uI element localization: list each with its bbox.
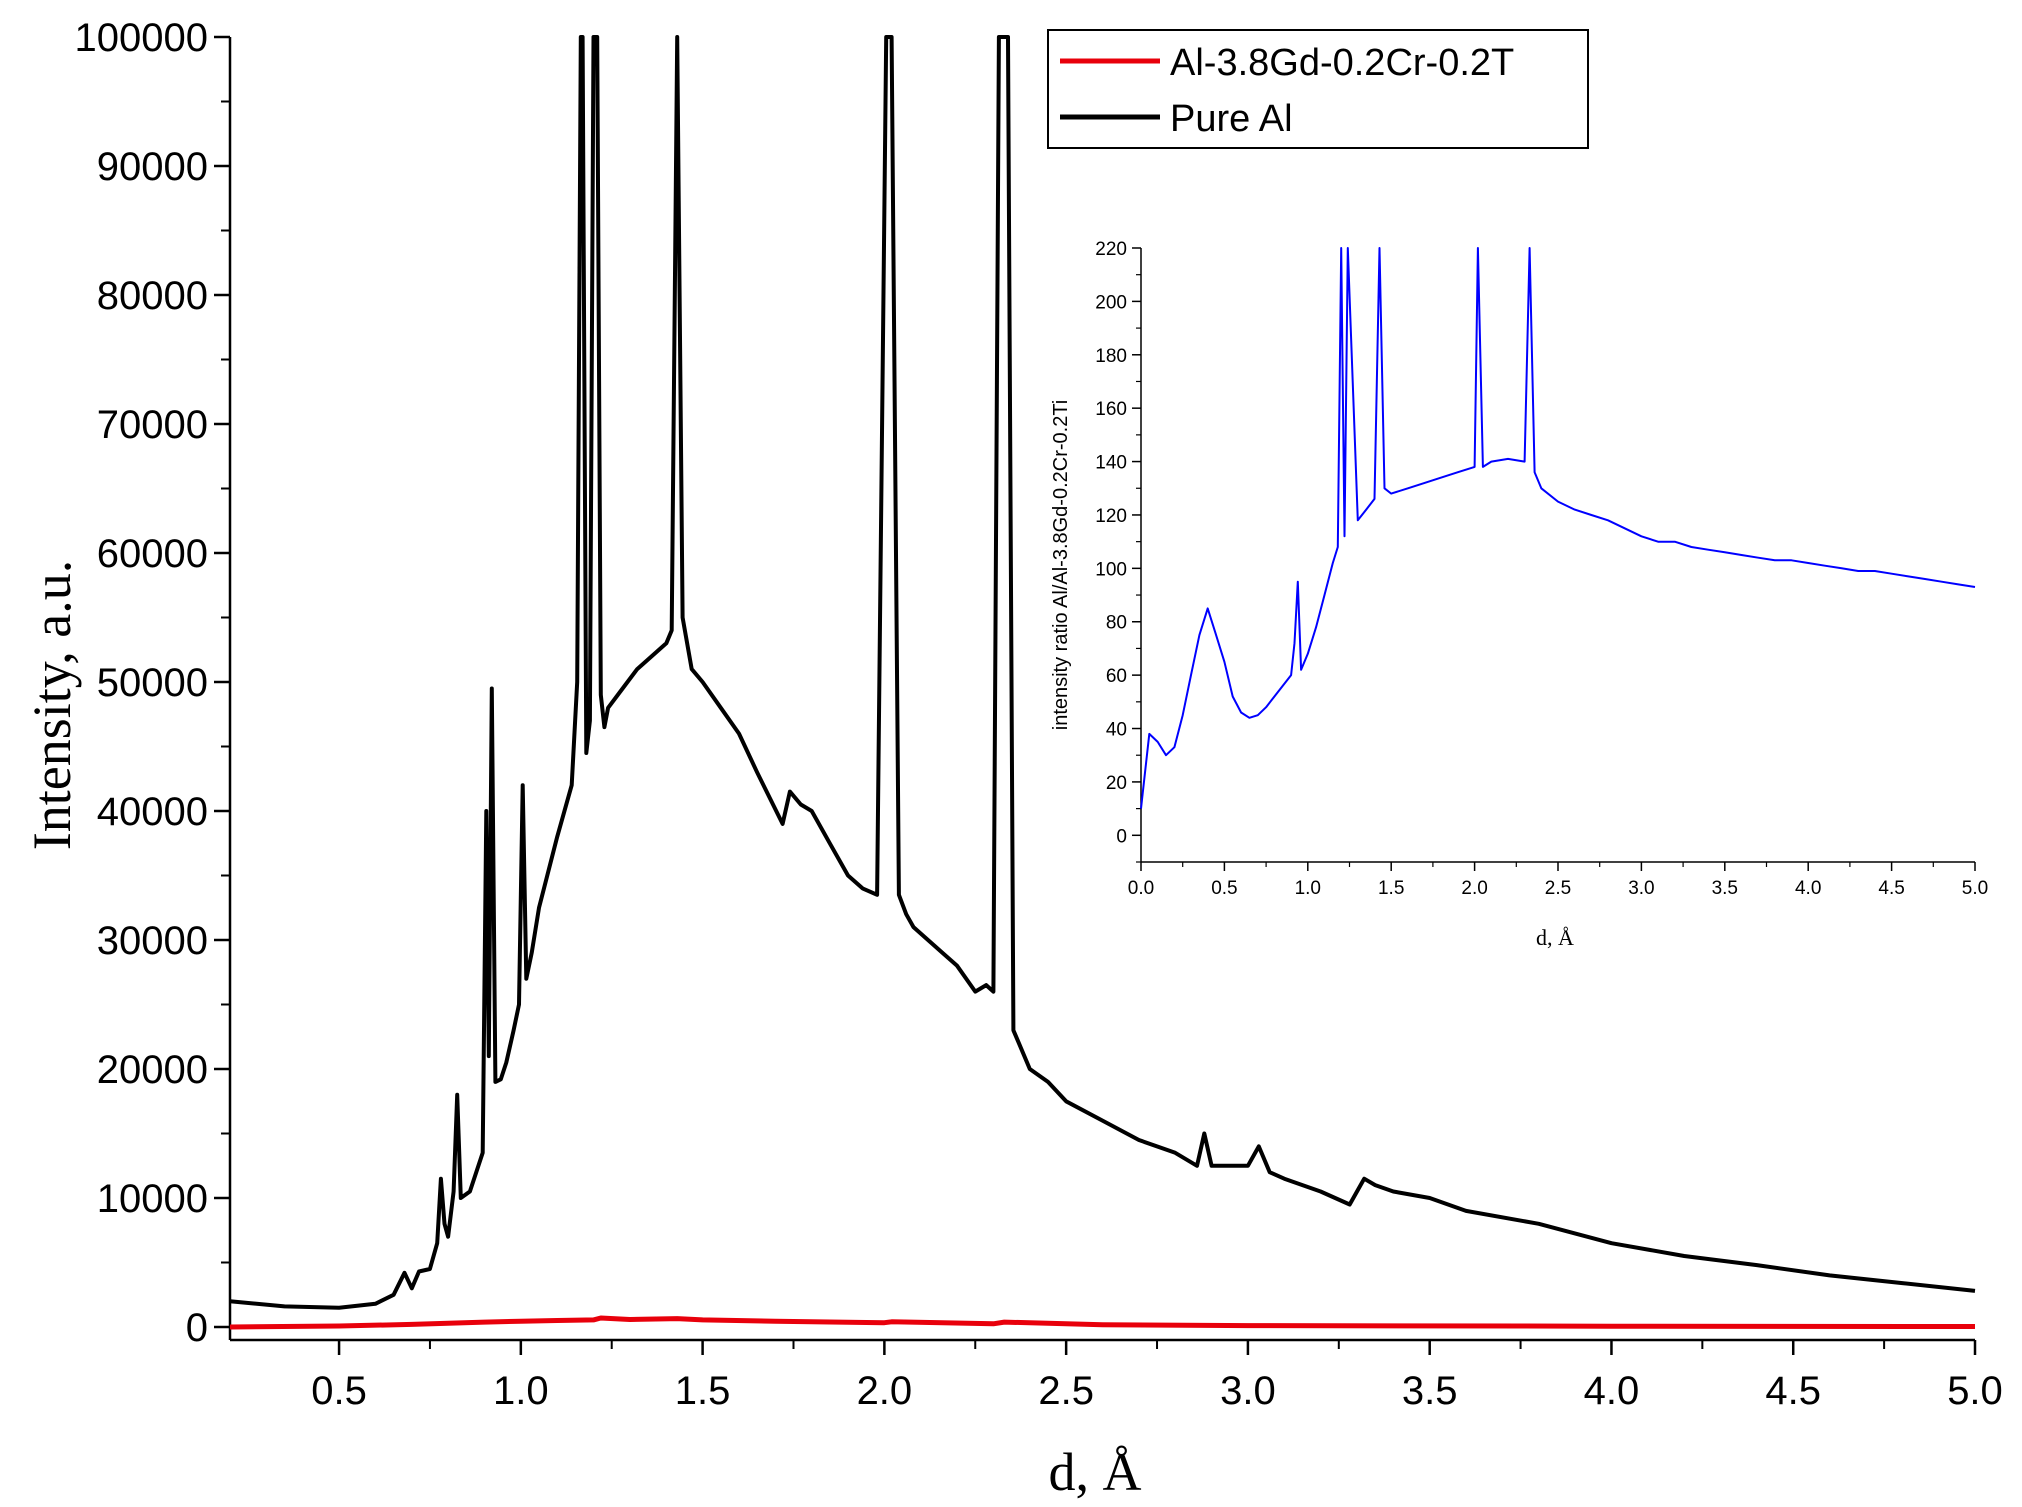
inset-x-tick-label: 5.0 — [1962, 878, 1988, 899]
series-line-pure-al — [229, 35, 1976, 1310]
x-tick-label: 3.5 — [1402, 1369, 1458, 1413]
y-ticks: 0 10000 20000 30000 40000 50000 60000 70000 8000… — [75, 16, 230, 1350]
main-plot: 0.5 1.0 1.5 2.0 2.5 3.0 3.5 4.0 4.5 5.0 010000200… — [22, 16, 2003, 1502]
inset-y-tick-label: 0 — [1116, 826, 1127, 847]
inset-y-ticks: 0 20 40 60 80 100 120 140 160 180 200 220 — [1095, 239, 1141, 863]
legend-label-pure-al: Pure Al — [1170, 98, 1293, 140]
y-tick-label: 70000 — [97, 403, 208, 447]
inset-y-tick-label: 60 — [1106, 666, 1127, 687]
x-tick-label: 1.5 — [675, 1369, 731, 1413]
series-line-alloy — [229, 1315, 1976, 1330]
inset-y-tick-label: 100 — [1095, 559, 1127, 580]
y-tick-label: 40000 — [97, 790, 208, 834]
inset-x-ticks: 0.0 0.5 1.0 1.5 2.0 2.5 3.0 3.5 4.0 4.5 5.0 — [1128, 862, 1988, 899]
y-tick-label: 30000 — [97, 919, 208, 963]
series-group — [229, 35, 1976, 1330]
inset-x-tick-label: 0.0 — [1128, 878, 1154, 899]
legend: Al-3.8Gd-0.2Cr-0.2T Pure Al — [1047, 29, 1589, 149]
y-axis-title: Intensity, a.u. — [22, 560, 82, 850]
y-tick-label: 60000 — [97, 532, 208, 576]
inset-y-tick-label: 80 — [1106, 613, 1127, 634]
inset-x-tick-label: 1.0 — [1295, 878, 1321, 899]
y-tick-label: 20000 — [97, 1048, 208, 1092]
x-tick-label: 3.0 — [1220, 1369, 1276, 1413]
x-tick-label: 2.5 — [1038, 1369, 1094, 1413]
inset-x-tick-label: 0.5 — [1211, 878, 1237, 899]
inset-y-tick-label: 40 — [1106, 720, 1127, 741]
inset-y-tick-label: 120 — [1095, 506, 1127, 527]
inset-plot: 0.0 0.5 1.0 1.5 2.0 2.5 3.0 3.5 4.0 4.5 5.0 0 20 40 6… — [1050, 239, 1988, 950]
x-tick-label: 4.5 — [1765, 1369, 1821, 1413]
inset-x-tick-label: 1.5 — [1378, 878, 1404, 899]
x-tick-label: 1.0 — [493, 1369, 549, 1413]
inset-x-axis-title: d, Å — [1536, 925, 1574, 950]
legend-label-alloy: Al-3.8Gd-0.2Cr-0.2T — [1170, 42, 1514, 84]
inset-x-tick-label: 3.0 — [1628, 878, 1654, 899]
x-tick-label: 5.0 — [1947, 1369, 2003, 1413]
y-tick-label: 80000 — [97, 274, 208, 318]
inset-x-tick-label: 2.0 — [1461, 878, 1487, 899]
x-tick-label: 0.5 — [311, 1369, 367, 1413]
inset-y-tick-label: 140 — [1095, 453, 1127, 474]
y-tick-label: 0 — [186, 1306, 208, 1350]
inset-x-tick-label: 4.5 — [1878, 878, 1904, 899]
inset-series-group — [1140, 247, 1976, 809]
inset-y-tick-label: 200 — [1095, 292, 1127, 313]
inset-x-tick-label: 3.5 — [1712, 878, 1738, 899]
inset-series-line — [1140, 247, 1976, 809]
y-tick-label: 50000 — [97, 661, 208, 705]
inset-y-axis-title: intensity ratio Al/Al-3.8Gd-0.2Cr-0.2Ti — [1050, 400, 1072, 731]
inset-y-tick-label: 20 — [1106, 773, 1127, 794]
y-tick-label: 100000 — [75, 16, 208, 60]
y-tick-label: 10000 — [97, 1177, 208, 1221]
x-ticks: 0.5 1.0 1.5 2.0 2.5 3.0 3.5 4.0 4.5 5.0 — [311, 1340, 2003, 1413]
x-tick-label: 2.0 — [857, 1369, 913, 1413]
inset-y-tick-label: 180 — [1095, 346, 1127, 367]
inset-x-tick-label: 4.0 — [1795, 878, 1821, 899]
inset-y-tick-label: 160 — [1095, 399, 1127, 420]
y-tick-label: 90000 — [97, 145, 208, 189]
legend-box — [1047, 29, 1589, 149]
inset-y-tick-label: 220 — [1095, 239, 1127, 260]
x-tick-label: 4.0 — [1584, 1369, 1640, 1413]
inset-x-tick-label: 2.5 — [1545, 878, 1571, 899]
x-axis-title: d, Å — [1049, 1442, 1142, 1502]
